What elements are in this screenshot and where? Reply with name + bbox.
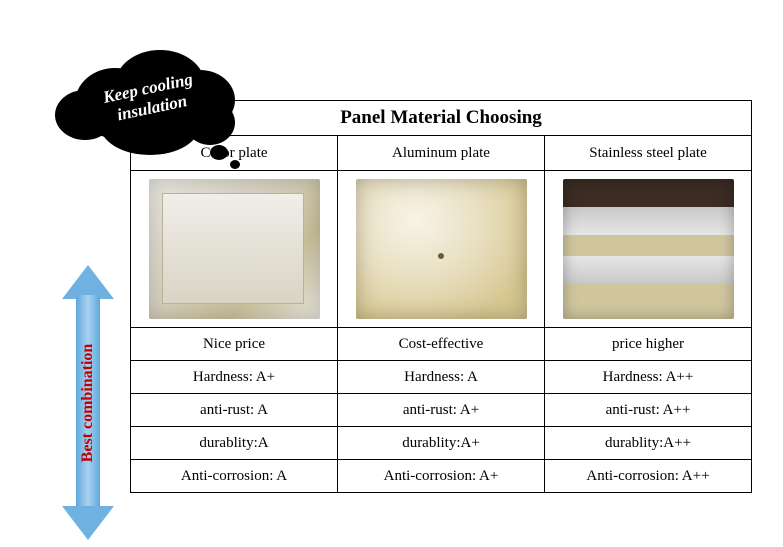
cell: Cost-effective: [338, 328, 545, 360]
cell: anti-rust: A+: [338, 394, 545, 426]
product-image-color-plate: [149, 179, 320, 319]
cell: Hardness: A+: [131, 361, 338, 393]
table-row: Hardness: A+ Hardness: A Hardness: A++: [131, 361, 751, 394]
image-cell-aluminum-plate: [338, 171, 545, 327]
product-image-aluminum-plate: [356, 179, 527, 319]
table-image-row: [131, 171, 751, 328]
arrow-up-icon: [62, 265, 114, 299]
cell: price higher: [545, 328, 751, 360]
table-row: anti-rust: A anti-rust: A+ anti-rust: A+…: [131, 394, 751, 427]
cell: Anti-corrosion: A: [131, 460, 338, 492]
cell: durablity:A+: [338, 427, 545, 459]
cloud-callout: Keep cooling insulation: [55, 40, 245, 160]
cell: Anti-corrosion: A+: [338, 460, 545, 492]
cell: durablity:A++: [545, 427, 751, 459]
arrow-down-icon: [62, 506, 114, 540]
cell: anti-rust: A: [131, 394, 338, 426]
table-row: durablity:A durablity:A+ durablity:A++: [131, 427, 751, 460]
cell: Anti-corrosion: A++: [545, 460, 751, 492]
cell: Hardness: A++: [545, 361, 751, 393]
cell: Hardness: A: [338, 361, 545, 393]
table-row: Nice price Cost-effective price higher: [131, 328, 751, 361]
cell: durablity:A: [131, 427, 338, 459]
best-combination-arrow: Best combination: [60, 265, 115, 540]
col-header-2: Stainless steel plate: [545, 136, 751, 170]
image-cell-stainless-plate: [545, 171, 751, 327]
table-row: Anti-corrosion: A Anti-corrosion: A+ Ant…: [131, 460, 751, 492]
cell: anti-rust: A++: [545, 394, 751, 426]
cell: Nice price: [131, 328, 338, 360]
product-image-stainless-plate: [563, 179, 734, 319]
col-header-1: Aluminum plate: [338, 136, 545, 170]
arrow-label: Best combination: [79, 343, 97, 462]
image-cell-color-plate: [131, 171, 338, 327]
